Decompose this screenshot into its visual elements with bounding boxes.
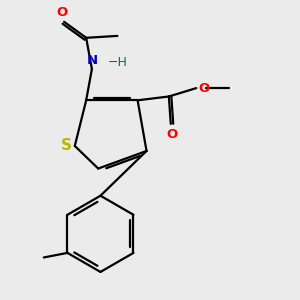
Text: O: O xyxy=(56,6,68,19)
Text: −H: −H xyxy=(108,56,128,69)
Text: O: O xyxy=(198,82,209,94)
Text: S: S xyxy=(61,138,72,153)
Text: N: N xyxy=(87,54,98,67)
Text: O: O xyxy=(166,128,177,141)
